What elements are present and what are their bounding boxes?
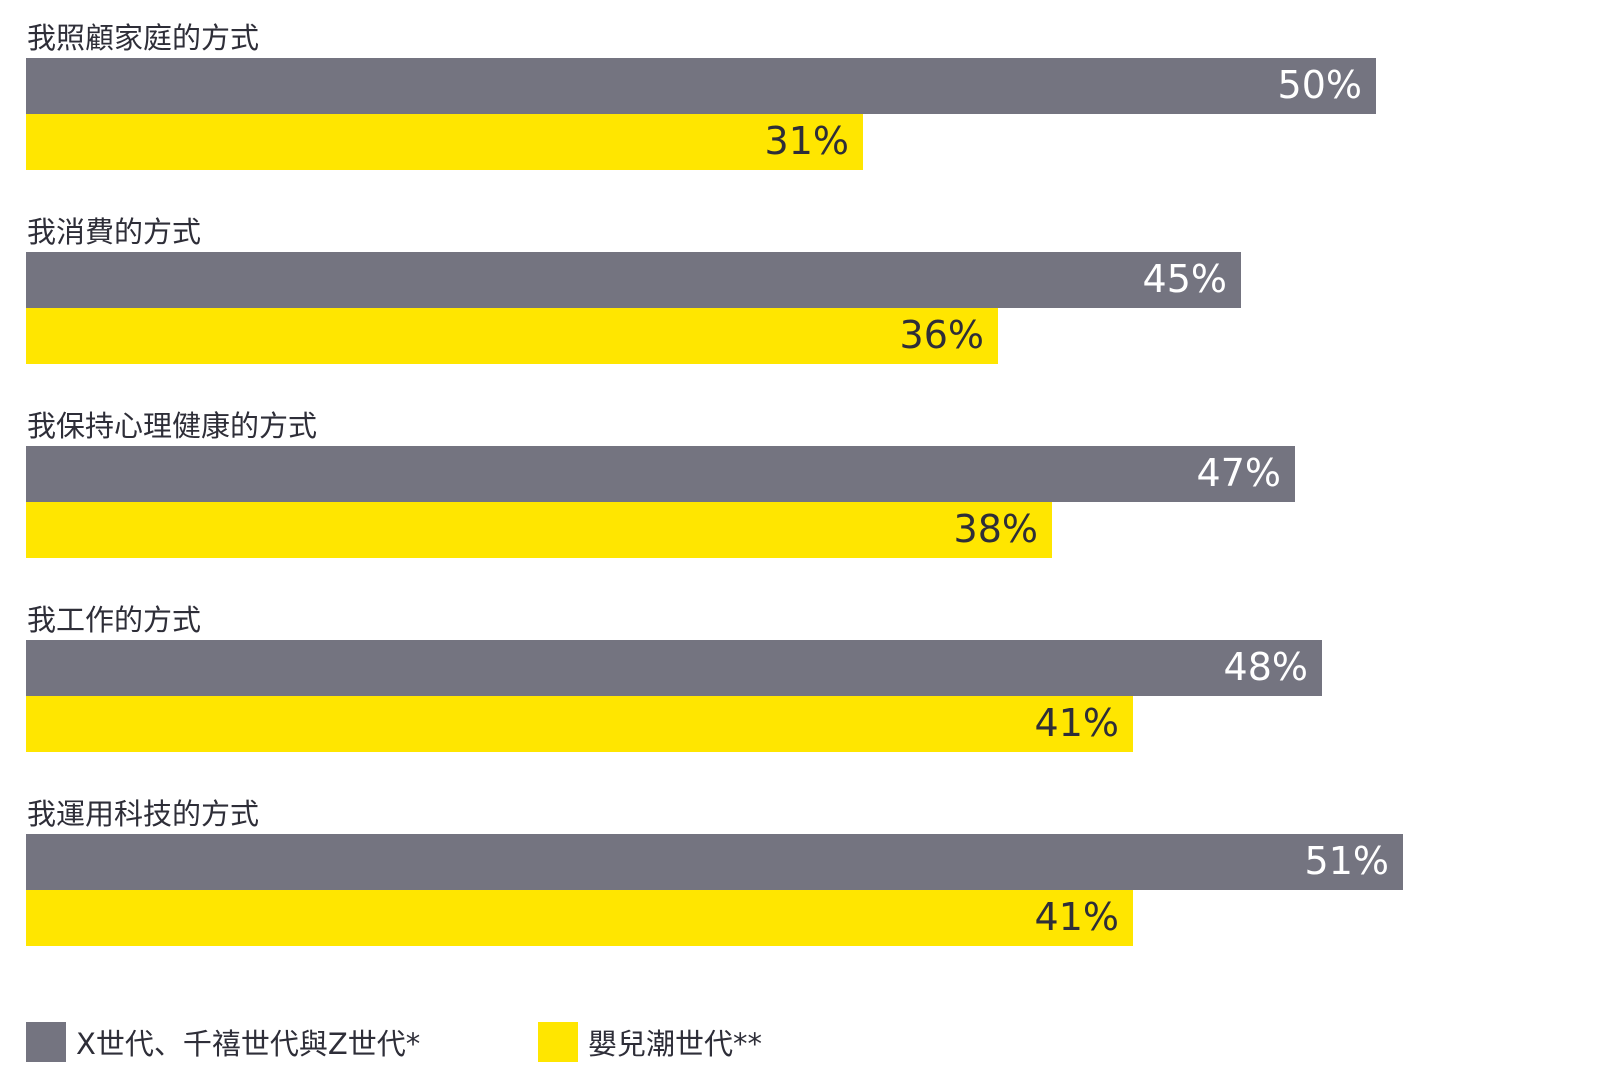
data-label: 38% (954, 507, 1038, 551)
category-label: 我工作的方式 (27, 603, 201, 637)
bar-series-2 (26, 502, 1052, 558)
data-label: 36% (900, 313, 984, 357)
legend-swatch (26, 1022, 66, 1062)
bar-series-2 (26, 696, 1133, 752)
category-label: 我保持心理健康的方式 (27, 409, 317, 443)
legend-swatch (538, 1022, 578, 1062)
bar-series-2 (26, 890, 1133, 946)
bar-series-2 (26, 114, 863, 170)
category-label: 我照顧家庭的方式 (27, 21, 259, 55)
data-label: 41% (1035, 895, 1119, 939)
data-label: 51% (1305, 839, 1389, 883)
legend-label: 嬰兒潮世代** (588, 1027, 762, 1061)
data-label: 47% (1197, 451, 1281, 495)
legend-label: X世代、千禧世代與Z世代* (76, 1027, 420, 1061)
bar-series-1 (26, 640, 1322, 696)
data-label: 31% (765, 119, 849, 163)
bar-series-1 (26, 58, 1376, 114)
data-label: 48% (1224, 645, 1308, 689)
bar-series-1 (26, 834, 1403, 890)
category-label: 我運用科技的方式 (27, 797, 259, 831)
data-label: 50% (1278, 63, 1362, 107)
bar-series-1 (26, 252, 1241, 308)
category-label: 我消費的方式 (27, 215, 201, 249)
bar-series-2 (26, 308, 998, 364)
bar-series-1 (26, 446, 1295, 502)
data-label: 45% (1143, 257, 1227, 301)
data-label: 41% (1035, 701, 1119, 745)
